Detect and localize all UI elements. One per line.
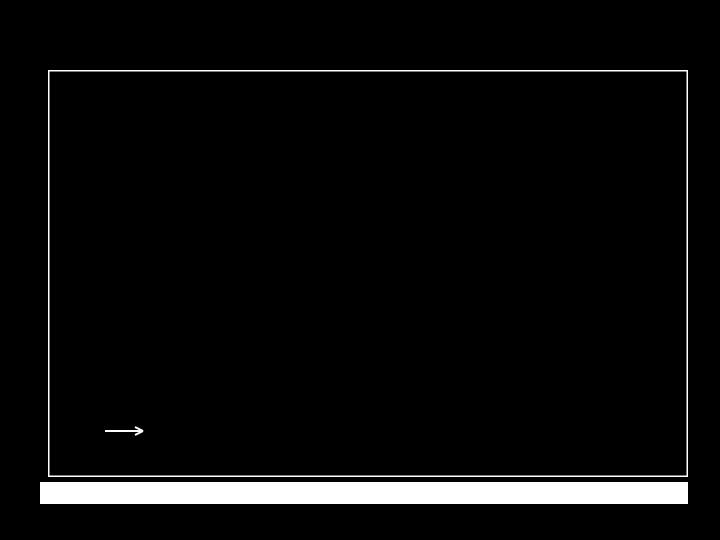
colorbar [40,482,688,504]
pressure-map [48,70,688,477]
map-border [48,70,688,477]
wind-scale-box [75,415,175,463]
wind-scale-arrow-icon [105,426,144,436]
